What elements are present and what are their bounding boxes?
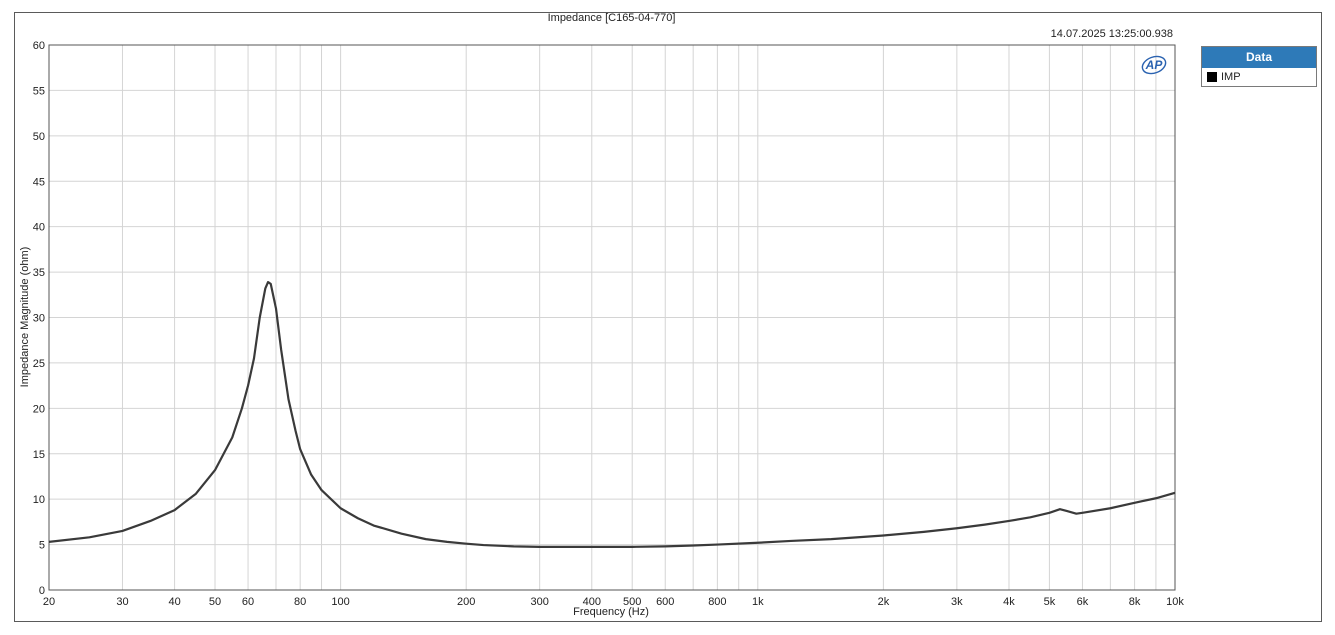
x-tick-label: 1k [752,596,764,608]
x-tick-label: 60 [242,596,254,608]
y-tick-label: 50 [33,131,45,143]
ap-logo-icon: AP [1141,55,1167,75]
y-tick-label: 20 [33,403,45,415]
x-tick-label: 800 [708,596,726,608]
y-tick-label: 55 [33,85,45,97]
y-tick-label: 15 [33,449,45,461]
y-tick-label: 30 [33,313,45,325]
legend: Data IMP [1201,46,1317,87]
legend-swatch [1207,72,1217,82]
legend-header: Data [1202,47,1316,68]
x-tick-label: 6k [1077,596,1089,608]
timestamp: 14.07.2025 13:25:00.938 [1050,28,1173,40]
x-tick-label: 4k [1003,596,1015,608]
series-line-imp [48,280,1176,548]
x-tick-label: 400 [583,596,601,608]
plot-border [48,44,1176,591]
x-tick-label: 5k [1044,596,1056,608]
x-tick-label: 300 [530,596,548,608]
x-tick-label: 600 [656,596,674,608]
y-axis-label: Impedance Magnitude (ohm) [19,246,31,388]
x-axis-label: Frequency (Hz) [573,606,649,618]
x-tick-label: 3k [951,596,963,608]
ap-logo-text: AP [1145,58,1164,72]
legend-item-imp[interactable]: IMP [1202,68,1316,86]
x-tick-label: 80 [294,596,306,608]
y-tick-label: 5 [39,540,45,552]
y-tick-label: 10 [33,494,45,506]
x-tick-label: 100 [331,596,349,608]
x-tick-label: 8k [1129,596,1141,608]
chart-title: Impedance [C165-04-770] [547,12,676,24]
chart-frame [14,12,1322,622]
x-tick-label: 20 [43,596,55,608]
y-tick-label: 0 [39,585,45,597]
y-tick-label: 25 [33,358,45,370]
x-tick-label: 500 [623,596,641,608]
x-tick-label: 200 [457,596,475,608]
x-tick-label: 10k [1166,596,1184,608]
legend-item-label: IMP [1221,71,1241,83]
x-tick-label: 50 [209,596,221,608]
y-tick-label: 60 [33,40,45,52]
y-tick-label: 45 [33,176,45,188]
y-tick-label: 40 [33,222,45,234]
x-tick-label: 2k [878,596,890,608]
x-tick-label: 40 [168,596,180,608]
y-tick-label: 35 [33,267,45,279]
x-tick-label: 30 [116,596,128,608]
